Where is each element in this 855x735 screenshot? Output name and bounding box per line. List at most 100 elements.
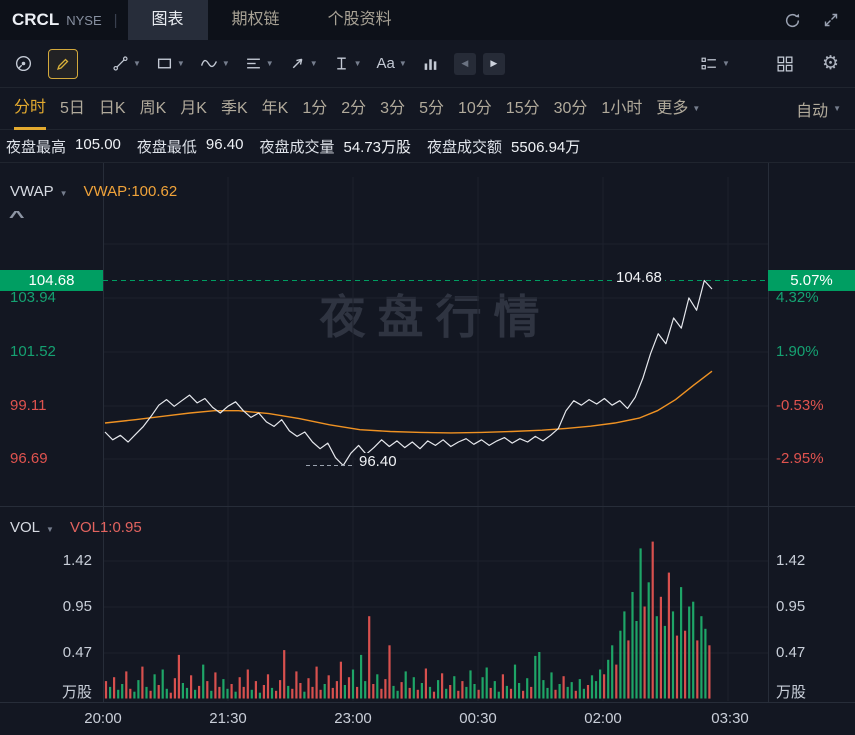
exchange-label: NYSE — [66, 12, 102, 28]
settings-gear-icon[interactable]: ⚙ — [822, 52, 839, 75]
timeframe-2[interactable]: 5日 — [60, 99, 85, 117]
time-tick-label: 03:30 — [711, 710, 749, 727]
volume-axis-label-right: 0.47 — [776, 644, 806, 661]
measure-tool[interactable]: ▼ — [333, 55, 362, 72]
auto-scale-selector[interactable]: 自动 ▼ — [796, 97, 841, 121]
chart-stats-tool[interactable] — [422, 55, 439, 72]
price-axis-label: 101.52 — [10, 343, 56, 360]
current-change-axis-tag: 5.07% — [768, 270, 855, 291]
auto-mode-label: 自动 — [796, 102, 829, 120]
compass-icon — [15, 55, 32, 72]
undo-prev-button[interactable]: ◀ — [453, 52, 476, 75]
volume-axis-label-left: 万股 — [61, 684, 92, 701]
timeframe-11[interactable]: 5分 — [419, 99, 444, 117]
stat-value: 105.00 — [75, 135, 121, 153]
volume-axis-label-left: 0.95 — [62, 598, 92, 615]
stat-label: 夜盘最高 — [6, 138, 67, 156]
rectangle-icon — [157, 58, 171, 69]
gear-glyph: ⚙ — [821, 53, 839, 74]
redo-next-button[interactable]: ▶ — [482, 52, 505, 75]
timeframe-15[interactable]: 1小时 — [601, 99, 643, 117]
chevron-down-icon[interactable]: ▼ — [46, 524, 54, 534]
vol-label: VOL — [10, 519, 41, 536]
time-tick-label: 02:00 — [584, 710, 622, 727]
trendline-icon — [113, 56, 128, 71]
time-tick-label: 00:30 — [459, 710, 497, 727]
header-bar: CRCL NYSE | 图表 期权链 个股资料 — [0, 0, 855, 40]
volume-axis-label-right: 0.95 — [776, 598, 806, 615]
wave-icon — [200, 59, 217, 68]
session-stat-4: 夜盘成交额 5506.94万 — [427, 136, 580, 157]
current-price-annotation: 104.68 — [613, 269, 665, 287]
chart-area[interactable]: 夜盘行情 VWAP ▼ VWAP:100.62 ^ VOL ▼ VOL1:0.9… — [0, 162, 855, 702]
timeframe-more[interactable]: 更多 ▼ — [656, 88, 700, 130]
chevron-down-icon: ▼ — [353, 58, 362, 68]
percent-axis-label: 4.32% — [776, 289, 819, 306]
arrow-marker-tool[interactable]: ▼ — [289, 55, 318, 72]
chevron-down-icon: ▼ — [398, 58, 407, 68]
header-tab-2[interactable]: 期权链 — [231, 11, 280, 28]
timeframe-9[interactable]: 2分 — [341, 99, 367, 117]
vwap-value: VWAP:100.62 — [83, 183, 178, 200]
timeframe-13[interactable]: 15分 — [505, 99, 540, 117]
price-axis-label: 99.11 — [10, 397, 47, 414]
timeframe-10[interactable]: 3分 — [380, 99, 406, 117]
price-chart-canvas[interactable] — [0, 163, 855, 702]
header-tab-1[interactable]: 图表 — [127, 0, 208, 40]
session-stat-3: 夜盘成交量 54.73万股 — [259, 136, 411, 157]
session-low-annotation: 96.40 — [356, 453, 400, 471]
timeframe-12[interactable]: 10分 — [457, 99, 492, 117]
vwap-label: VWAP — [10, 183, 54, 200]
chevron-down-icon: ▼ — [833, 103, 841, 113]
fullscreen-icon[interactable] — [823, 12, 839, 28]
volume-indicator-row[interactable]: VOL ▼ VOL1:0.95 — [10, 519, 142, 536]
chevron-down-icon[interactable]: ▼ — [59, 188, 68, 198]
arrow-icon — [292, 58, 303, 69]
current-price-axis-tag: 104.68 — [0, 270, 103, 291]
chevron-down-icon: ▼ — [221, 58, 230, 68]
timeframe-14[interactable]: 30分 — [553, 99, 588, 117]
horizontal-lines-icon — [246, 58, 260, 69]
timeframe-4[interactable]: 周K — [139, 99, 167, 117]
collapse-chevron-icon[interactable]: ^ — [8, 209, 25, 226]
price-axis-label: 103.94 — [10, 289, 56, 306]
grid-layout-tool[interactable] — [776, 55, 794, 73]
watermark-text: 夜盘行情 — [319, 291, 552, 343]
stat-label: 夜盘成交额 — [427, 138, 503, 156]
chevron-down-icon: ▼ — [309, 58, 318, 68]
timeframe-7[interactable]: 年K — [261, 99, 289, 117]
grid-icon — [777, 55, 793, 72]
chevron-down-icon: ▼ — [692, 103, 701, 113]
pencil-icon — [56, 58, 69, 70]
session-stat-2: 夜盘最低 96.40 — [137, 136, 244, 157]
wave-pattern-tool[interactable]: ▼ — [200, 55, 230, 72]
timeframe-6[interactable]: 季K — [220, 99, 248, 117]
text-tool-label: Aa — [376, 55, 395, 72]
timeframe-8[interactable]: 1分 — [302, 99, 328, 117]
layout-list-tool[interactable]: ▼ — [700, 55, 730, 72]
indicator-compass-icon[interactable] — [14, 54, 33, 73]
header-divider: | — [113, 11, 118, 29]
timeframe-bar: 分时 5日 日K 周K 月K 季K 年K 1分 2分 3分 5分 10分 15分 30分 1小时 更多 ▼ 自动… — [0, 88, 855, 130]
timeframe-5[interactable]: 月K — [180, 99, 207, 117]
text-annotation-tool[interactable]: Aa ▼ — [377, 55, 407, 72]
stat-label: 夜盘成交量 — [259, 138, 335, 156]
shape-rectangle-tool[interactable]: ▼ — [156, 55, 185, 72]
time-tick-label: 20:00 — [84, 710, 122, 727]
vwap-indicator-row[interactable]: VWAP ▼ VWAP:100.62 — [10, 183, 177, 200]
timeframe-1[interactable]: 分时 — [14, 88, 47, 130]
percent-axis-label: 1.90% — [776, 343, 819, 360]
chevron-down-icon: ▼ — [133, 58, 141, 68]
time-tick-label: 23:00 — [334, 710, 372, 727]
pencil-draw-tool[interactable] — [48, 48, 78, 79]
time-axis[interactable]: 20:00 21:30 23:00 00:30 02:00 03:30 — [0, 702, 855, 735]
timeframe-list: 分时 5日 日K 周K 月K 季K 年K 1分 2分 3分 5分 10分 15分 30分 1小时 更多 ▼ — [14, 88, 714, 130]
trendline-tool[interactable]: ▼ — [112, 55, 141, 72]
symbol-ticker: CRCL — [12, 10, 60, 29]
fib-lines-tool[interactable]: ▼ — [245, 55, 274, 72]
timeframe-3[interactable]: 日K — [98, 99, 126, 117]
refresh-icon[interactable] — [784, 12, 801, 29]
session-stat-1: 夜盘最高 105.00 — [6, 136, 121, 157]
volume-axis-label-left: 1.42 — [62, 552, 92, 569]
header-tab-3[interactable]: 个股资料 — [327, 11, 392, 28]
